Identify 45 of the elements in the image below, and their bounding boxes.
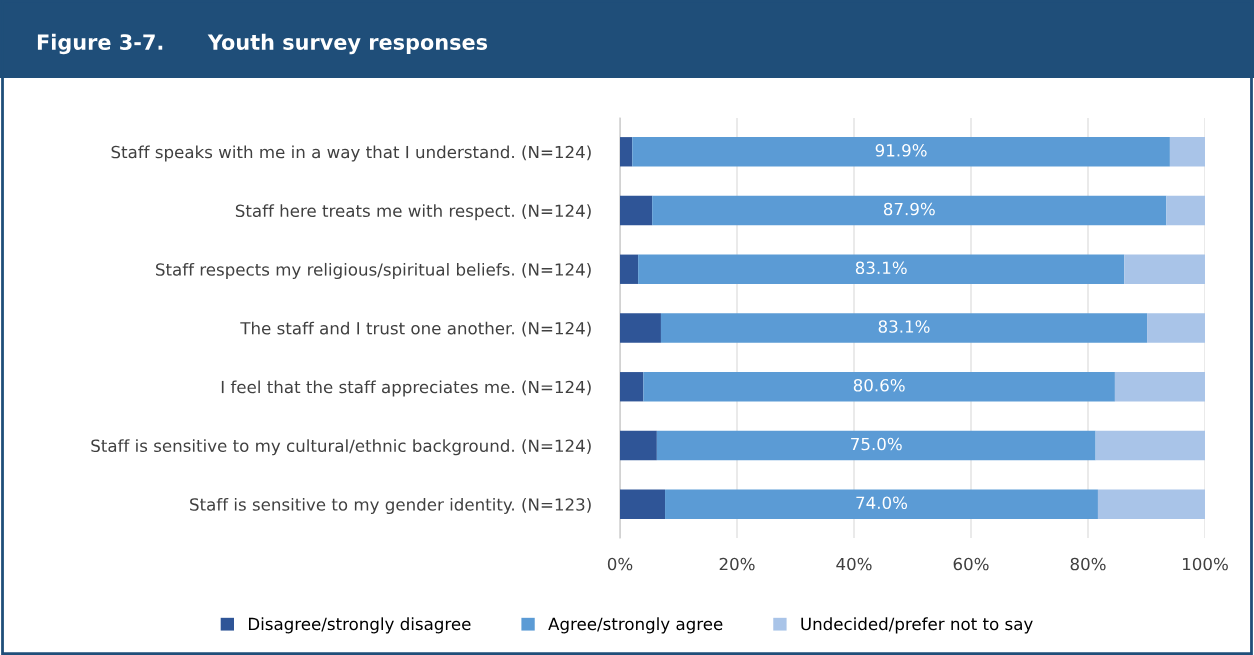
x-tick-label: 100%: [1183, 557, 1228, 571]
bar: [1114, 372, 1205, 402]
bar: [665, 489, 1098, 519]
bar: [643, 372, 1115, 402]
y-tick-label: The staff and I trust one another. (N=124): [240, 321, 591, 337]
bar: [660, 313, 1148, 343]
y-tick-label: Staff respects my religious/spiritual beliefs. (N=124): [156, 262, 591, 280]
legend-label: Undecided/prefer not to say: [801, 617, 1033, 634]
y-tick-label: I feel that the staff appreciates me. (N=124): [221, 380, 591, 397]
x-tick-label: 20%: [719, 557, 755, 571]
y-tick-label: Staff is sensitive to my cultural/ethnic background. (N=124): [91, 439, 591, 456]
bar: [638, 254, 1125, 284]
x-tick-label: 60%: [953, 557, 989, 571]
legend-label: Disagree/strongly disagree: [248, 617, 471, 634]
bar: [620, 137, 633, 167]
y-tick-label: Staff is sensitive to my gender identity. (N=123): [190, 497, 591, 515]
bar: [656, 430, 1096, 461]
bar: [1169, 137, 1205, 167]
data-label: 75.0%: [851, 437, 902, 451]
bar: [620, 430, 657, 461]
bar: [620, 313, 661, 343]
data-label: 80.6%: [853, 378, 905, 392]
x-tick-label: 0%: [607, 557, 633, 571]
bar: [620, 372, 644, 402]
x-tick-label: 80%: [1070, 557, 1106, 571]
data-label: 91.9%: [875, 144, 927, 157]
bar: [620, 489, 666, 519]
bar: [1147, 313, 1205, 343]
y-tick-label: Staff here treats me with respect. (N=124): [235, 204, 591, 221]
bar: [1166, 195, 1205, 226]
data-label: 83.1%: [878, 320, 930, 333]
bar: [620, 195, 653, 226]
bar: [1097, 489, 1205, 519]
y-tick-label: Staff speaks with me in a way that I understand. (N=124): [111, 145, 591, 162]
bar: [632, 137, 1170, 167]
text: Figure 3-7. Youth survey responses: [37, 33, 488, 55]
legend-label: Agree/strongly agree: [548, 617, 723, 634]
bar: [652, 195, 1167, 226]
data-label: 74.0%: [856, 496, 908, 510]
data-label: 83.1%: [855, 261, 907, 275]
data-label: 87.9%: [883, 202, 935, 216]
bar: [620, 254, 639, 284]
bar: [1095, 430, 1205, 461]
x-tick-label: 40%: [836, 557, 872, 571]
bar: [1124, 254, 1205, 284]
